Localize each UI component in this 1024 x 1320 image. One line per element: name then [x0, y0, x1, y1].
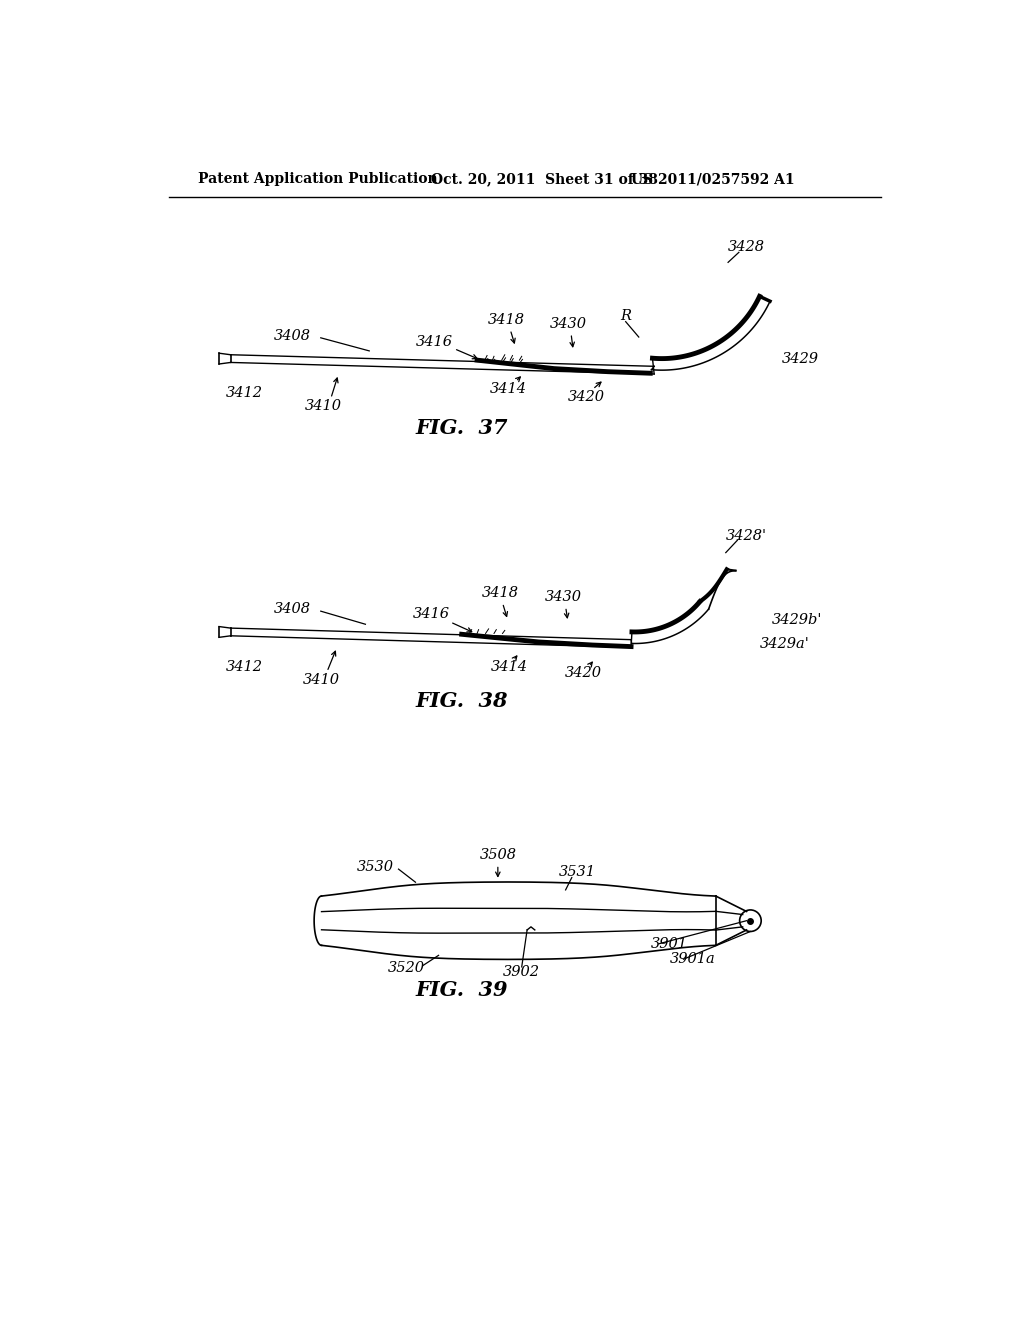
Text: 3902: 3902 [503, 965, 541, 979]
Text: 3430: 3430 [550, 317, 587, 331]
Text: 3508: 3508 [479, 849, 516, 862]
Text: 3420: 3420 [565, 665, 602, 680]
Text: Oct. 20, 2011  Sheet 31 of 38: Oct. 20, 2011 Sheet 31 of 38 [431, 172, 657, 186]
Text: 3408: 3408 [273, 329, 310, 342]
Text: 3530: 3530 [357, 859, 394, 874]
Text: 3428': 3428' [726, 529, 767, 543]
Text: 3408: 3408 [273, 602, 310, 616]
Text: 3430: 3430 [545, 590, 582, 605]
Text: 3410: 3410 [304, 400, 342, 413]
Text: 3416: 3416 [413, 607, 450, 622]
Text: 3418: 3418 [487, 313, 525, 327]
Text: 3428: 3428 [728, 240, 765, 253]
Text: 3416: 3416 [416, 335, 454, 348]
Text: 3414: 3414 [489, 383, 526, 396]
Text: 3520: 3520 [388, 961, 425, 975]
Text: US 2011/0257592 A1: US 2011/0257592 A1 [631, 172, 795, 186]
Text: 3531: 3531 [559, 865, 596, 879]
Text: 3429: 3429 [782, 351, 819, 366]
Text: 3429a': 3429a' [760, 636, 810, 651]
Text: FIG.  38: FIG. 38 [416, 692, 508, 711]
Text: 3412: 3412 [226, 387, 263, 400]
Text: 3412: 3412 [226, 660, 263, 673]
Text: 3901: 3901 [651, 937, 688, 950]
Text: 3420: 3420 [568, 391, 605, 404]
Text: 3429b': 3429b' [771, 614, 822, 627]
Text: 3901a: 3901a [670, 952, 716, 966]
Text: 3410: 3410 [303, 673, 340, 686]
Text: R: R [621, 309, 631, 323]
Text: FIG.  37: FIG. 37 [416, 418, 508, 438]
Text: Patent Application Publication: Patent Application Publication [199, 172, 438, 186]
Text: FIG.  39: FIG. 39 [416, 979, 508, 1001]
Text: 3414: 3414 [490, 660, 528, 673]
Text: 3418: 3418 [481, 586, 519, 601]
